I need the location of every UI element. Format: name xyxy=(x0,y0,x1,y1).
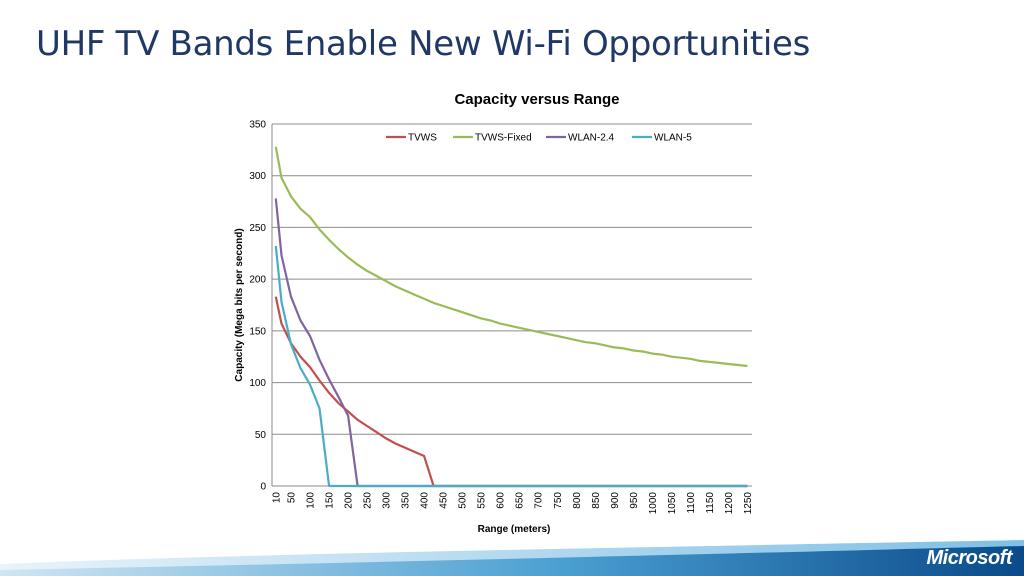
y-tick-label: 300 xyxy=(249,171,266,182)
x-tick-label: 1000 xyxy=(648,492,659,515)
x-tick-label: 50 xyxy=(287,492,298,504)
x-tick-label: 1150 xyxy=(705,492,716,514)
y-tick-labels: 0 50 100 150 200 250 300 350 xyxy=(249,120,266,493)
series-line-tvws-fixed xyxy=(274,146,748,368)
x-tick-label: 1100 xyxy=(686,492,697,514)
gridlines xyxy=(271,123,752,487)
legend-label: TVWS-Fixed xyxy=(475,133,532,144)
x-tick-label: 900 xyxy=(610,492,621,509)
x-tick-label: 750 xyxy=(553,492,564,509)
y-axis-label: Capacity (Mega bits per second) xyxy=(234,228,245,381)
x-tick-label: 400 xyxy=(420,492,431,509)
series-lines xyxy=(274,146,748,488)
x-tick-label: 600 xyxy=(496,492,507,509)
y-tick-label: 150 xyxy=(249,326,266,337)
footer-swoosh xyxy=(0,540,1024,576)
x-tick-label: 300 xyxy=(382,492,393,509)
series-line-wlan-5 xyxy=(274,245,748,488)
x-tick-label: 950 xyxy=(629,492,640,509)
x-tick-labels: 10 50 100 150 200 250 300 350 400 450 500 550 600 650… xyxy=(271,492,754,515)
legend-label: WLAN-2.4 xyxy=(568,133,615,144)
y-tick-label: 50 xyxy=(255,430,267,441)
slide-title: UHF TV Bands Enable New Wi-Fi Opportunit… xyxy=(36,24,811,64)
legend-label: WLAN-5 xyxy=(654,133,692,144)
y-tick-label: 200 xyxy=(249,275,266,286)
x-tick-label: 150 xyxy=(325,492,336,509)
x-tick-label: 550 xyxy=(477,492,488,509)
y-tick-label: 0 xyxy=(260,482,266,493)
x-tick-label: 650 xyxy=(515,492,526,509)
x-tick-label: 700 xyxy=(534,492,545,509)
x-tick-label: 450 xyxy=(439,492,450,509)
x-tick-label: 200 xyxy=(344,492,355,509)
legend: TVWS TVWS-Fixed WLAN-2.4 WLAN-5 xyxy=(386,133,692,144)
x-tick-label: 10 xyxy=(271,492,282,504)
x-axis-label: Range (meters) xyxy=(478,524,551,535)
x-tick-label: 1050 xyxy=(667,492,678,515)
x-tick-label: 500 xyxy=(458,492,469,509)
y-tick-label: 250 xyxy=(249,223,266,234)
x-tick-label: 800 xyxy=(572,492,583,509)
x-tick-label: 250 xyxy=(363,492,374,509)
x-tick-label: 1200 xyxy=(724,492,735,515)
y-tick-label: 100 xyxy=(249,378,266,389)
series-line-wlan-2-4 xyxy=(274,198,748,488)
y-tick-label: 350 xyxy=(249,120,266,131)
x-tick-label: 350 xyxy=(401,492,412,509)
x-tick-label: 850 xyxy=(591,492,602,509)
chart-title: Capacity versus Range xyxy=(454,91,619,108)
x-tick-label: 100 xyxy=(306,492,317,509)
microsoft-logo: Microsoft xyxy=(926,547,1013,569)
legend-label: TVWS xyxy=(408,133,437,144)
x-tick-label: 1250 xyxy=(743,492,754,515)
